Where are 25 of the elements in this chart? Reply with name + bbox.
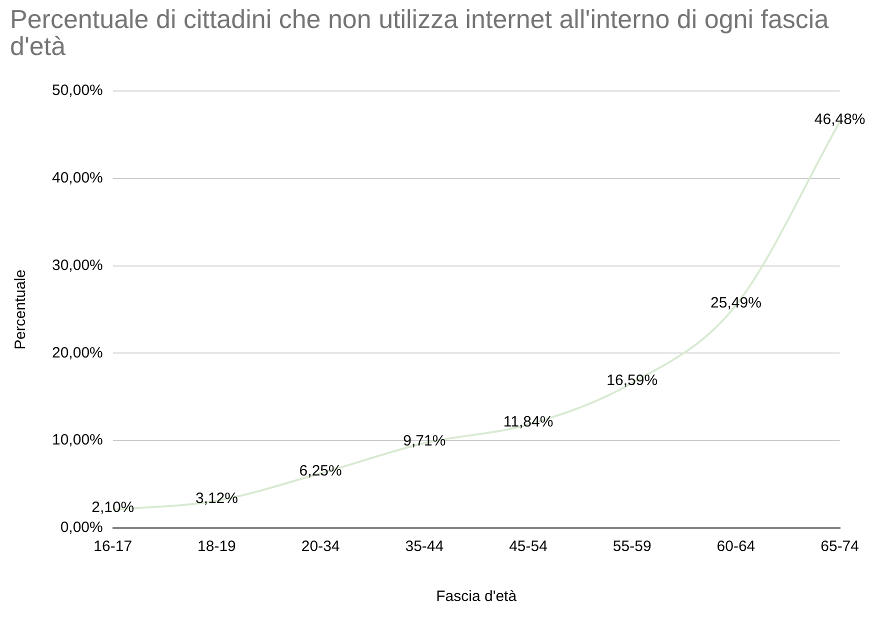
x-tick-label: 55-59 — [612, 538, 652, 556]
data-label: 3,12% — [195, 490, 238, 507]
x-tick-label: 20-34 — [301, 538, 340, 556]
data-label: 25,49% — [710, 294, 762, 312]
y-tick-label: 30,00% — [52, 256, 103, 274]
data-label: 6,25% — [299, 462, 342, 480]
y-tick-label: 10,00% — [52, 432, 103, 449]
x-tick-label: 18-19 — [198, 538, 236, 556]
x-tick-label: 45-54 — [509, 538, 548, 556]
x-tick-label: 16-17 — [94, 538, 132, 556]
y-tick-label: 0,00% — [60, 519, 103, 536]
data-label: 46,48% — [814, 110, 866, 128]
data-label: 16,59% — [606, 372, 658, 390]
x-tick-label: 60-64 — [716, 538, 756, 556]
y-tick-label: 50,00% — [52, 82, 103, 100]
y-axis-title: Percentuale — [12, 269, 30, 350]
x-tick-label: 65-74 — [820, 538, 860, 556]
chart-title: Percentuale di cittadini che non utilizza internet all'interno di ogni fascia d'età — [9, 3, 830, 63]
y-tick-label: 20,00% — [52, 344, 103, 362]
x-tick-label: 35-44 — [405, 538, 444, 556]
x-axis-title: Fascia d'età — [436, 588, 518, 606]
y-tick-label: 40,00% — [52, 170, 103, 187]
data-label: 2,10% — [92, 498, 134, 516]
data-label: 9,71% — [403, 432, 446, 450]
data-label: 11,84% — [503, 414, 554, 431]
